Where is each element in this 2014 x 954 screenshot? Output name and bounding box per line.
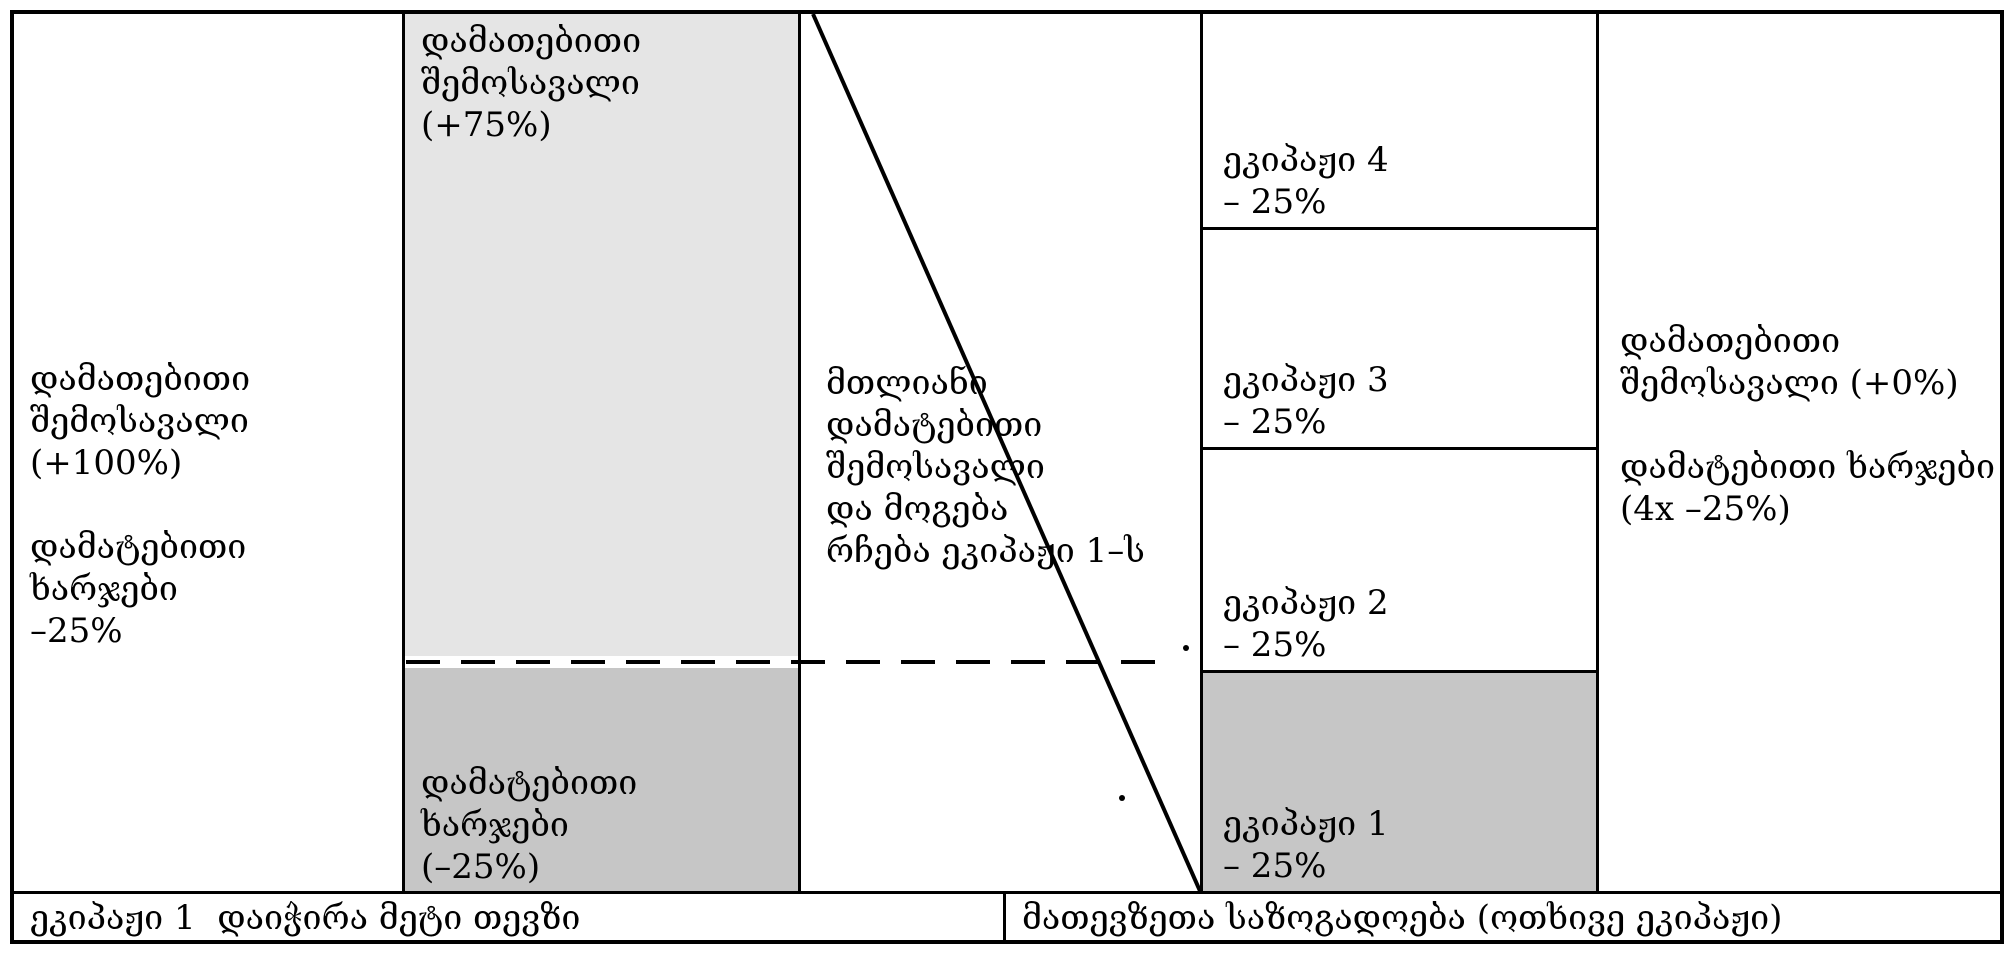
left-scenario-text: დამათებითი შემოსავალი (+100%) დამატებითი… bbox=[30, 358, 402, 652]
crew-3-name: ეკიპაჟი 3 bbox=[1223, 360, 1389, 400]
crew-1-value: – 25% bbox=[1223, 846, 1327, 886]
crew-box-1: ეკიპაჟი 1 – 25% bbox=[1203, 673, 1596, 891]
footer-cell-divider bbox=[1003, 894, 1006, 940]
income-area-light-gray bbox=[405, 14, 798, 656]
bar-expense-label-line2: (–25%) bbox=[421, 847, 541, 887]
left-scenario-expense-line2: –25% bbox=[30, 611, 123, 651]
crew-1-name: ეკიპაჟი 1 bbox=[1223, 804, 1389, 844]
middle-annotation: მთლიანი დამატებითი შემოსავალი და მოგება … bbox=[826, 362, 1186, 572]
crew-2-value: – 25% bbox=[1223, 625, 1327, 665]
crew-box-2: ეკიპაჟი 2 – 25% bbox=[1203, 450, 1596, 673]
middle-annotation-line5: რჩება ეკიპაჟი 1–ს bbox=[826, 531, 1145, 571]
expense-area-dark-gray bbox=[405, 668, 798, 891]
crew-2-name: ეკიპაჟი 2 bbox=[1223, 583, 1389, 623]
middle-annotation-line3: შემოსავალი bbox=[826, 447, 1045, 487]
right-scenario-income-line2: შემოსავალი (+0%) bbox=[1620, 363, 1959, 403]
left-scenario-expense-line1: დამატებითი ხარჯები bbox=[30, 527, 258, 609]
middle-annotation-line1: მთლიანი bbox=[826, 363, 988, 403]
bar-divider-band bbox=[405, 656, 798, 668]
middle-annotation-line4: და მოგება bbox=[826, 489, 1009, 529]
footer-left-caption: ეკიპაჟი 1 დაიჭირა მეტი თევზი bbox=[30, 898, 581, 938]
crew-4-name: ეკიპაჟი 4 bbox=[1223, 140, 1389, 180]
bar-expense-label-line1: დამატებითი ხარჯები bbox=[421, 763, 649, 845]
footer-separator-line bbox=[10, 891, 2004, 894]
income-expense-bar: დამათებითი შემოსავალი (+75%) დამატებითი … bbox=[402, 14, 801, 891]
bar-expense-label: დამატებითი ხარჯები (–25%) bbox=[421, 762, 781, 888]
crew-box-4: ეკიპაჟი 4 – 25% bbox=[1203, 14, 1596, 230]
left-scenario-income-line2: შემოსავალი (+100%) bbox=[30, 401, 260, 483]
bar-income-label-line2: შემოსავალი (+75%) bbox=[421, 63, 651, 145]
crew-box-3: ეკიპაჟი 3 – 25% bbox=[1203, 230, 1596, 450]
left-scenario-income-line1: დამათებითი bbox=[30, 359, 251, 399]
outer-frame bbox=[10, 10, 2004, 944]
middle-annotation-line2: დამატებითი bbox=[826, 405, 1043, 445]
right-scenario-text: დამათებითი შემოსავალი (+0%) დამატებითი ხ… bbox=[1620, 320, 2002, 530]
bar-income-label-line1: დამათებითი bbox=[421, 21, 642, 61]
right-scenario-income-line1: დამათებითი bbox=[1620, 321, 1841, 361]
right-scenario-expense-line1: დამატებითი ხარჯები bbox=[1620, 447, 1996, 487]
crew-4-value: – 25% bbox=[1223, 182, 1327, 222]
footer-right-caption: მათევზეთა საზოგადოება (ოთხივე ეკიპაჟი) bbox=[1022, 898, 1783, 938]
bar-income-label: დამათებითი შემოსავალი (+75%) bbox=[421, 20, 781, 146]
crew-3-value: – 25% bbox=[1223, 402, 1327, 442]
right-scenario-expense-line2: (4x –25%) bbox=[1620, 489, 1791, 529]
crews-column: ეკიპაჟი 4 – 25% ეკიპაჟი 3 – 25% ეკიპაჟი … bbox=[1200, 14, 1599, 891]
